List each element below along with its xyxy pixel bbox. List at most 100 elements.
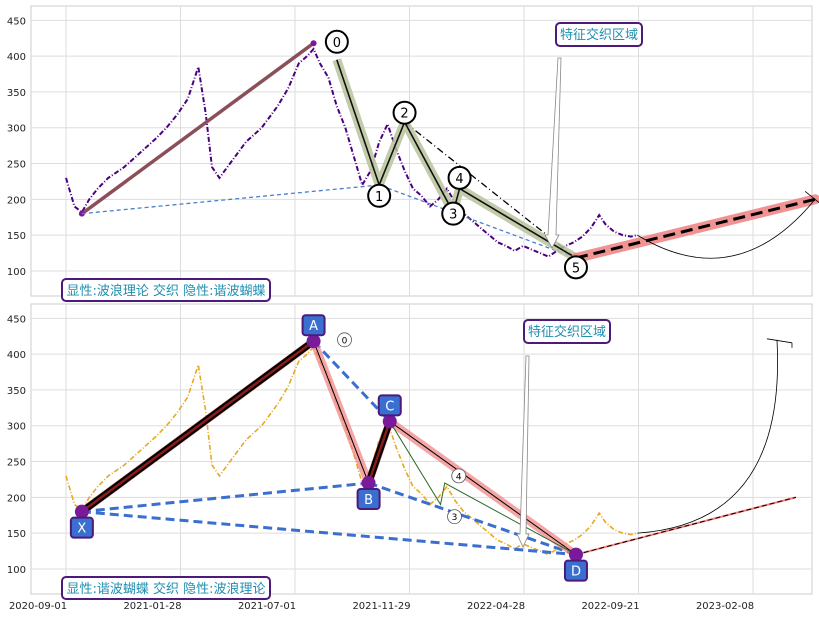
wave-label-circle [324, 29, 349, 54]
top-region-annotation: 特征交织区域 [555, 22, 643, 47]
pattern-label-box [356, 488, 381, 511]
wave-label-circle [337, 332, 352, 348]
price-series-line [65, 345, 638, 556]
wave-label-text: 4 [456, 472, 462, 482]
cd-leg [389, 421, 577, 556]
bd-dashed-line [368, 481, 577, 557]
top-note-box [61, 278, 271, 302]
y-tick-label: 150 [7, 529, 26, 540]
y-tick-label: 250 [7, 458, 26, 469]
top-chart-panel: 100 150 200 250 300 350 400 450 0 1 2 3 4 5 特征交织区域 显… [7, 5, 819, 302]
x-tick-label: 2020-09-01 [9, 601, 67, 612]
xd-dashed-line [81, 510, 577, 557]
wave-label-circle [563, 255, 588, 280]
bottom-chart-y-ticks: 100 150 200 250 300 350 400 450 [7, 314, 26, 576]
top-region-label: 特征交织区域 [560, 27, 638, 43]
wave-label-text: 4 [455, 172, 463, 187]
bottom-chart-marks: X A B C D 0 3 4 [65, 314, 797, 582]
top-note-label: 显性:波浪理论 交织 隐性:谐波蝴蝶 [66, 283, 265, 299]
region-arrow [544, 57, 562, 249]
wave-label-circle [441, 201, 466, 226]
wave-label-circle [447, 509, 462, 525]
wave-label-text: 0 [333, 36, 341, 51]
region-arrow [516, 355, 530, 548]
y-tick-label: 450 [7, 16, 26, 27]
projection-arc [637, 199, 816, 259]
bottom-region-label: 特征交织区域 [528, 324, 606, 340]
wave-line [336, 59, 577, 259]
pattern-label-text: A [309, 319, 318, 334]
bottom-note-label: 显性:谐波蝴蝶 交织 隐性:波浪理论 [66, 581, 265, 597]
pattern-point-marker [382, 414, 397, 429]
top-chart-marks: 0 1 2 3 4 5 [65, 29, 819, 280]
pattern-point-marker [74, 504, 89, 519]
bc-leg [367, 421, 391, 484]
pattern-label-text: B [364, 493, 373, 508]
y-tick-label: 250 [7, 160, 26, 171]
pattern-label-box [69, 516, 94, 539]
x-tick-label: 2023-02-08 [696, 601, 754, 612]
wave-label-text: 2 [400, 107, 408, 122]
pattern-label-text: D [571, 565, 581, 580]
price-series-line [65, 47, 638, 258]
top-chart-grid [31, 6, 812, 296]
y-tick-label: 400 [7, 52, 26, 63]
projection-line [575, 197, 816, 260]
projection-arc-cap [804, 191, 819, 203]
bottom-region-box [523, 319, 611, 344]
y-tick-label: 150 [7, 231, 26, 242]
bottom-chart-panel: 100 150 200 250 300 350 400 450 2020-09-01 2021-… [7, 303, 813, 612]
y-tick-label: 200 [7, 493, 26, 504]
wave-label-circle [447, 165, 472, 190]
inner-wave-line [389, 421, 577, 556]
bottom-region-annotation: 特征交织区域 [523, 319, 611, 344]
ab-leg [313, 341, 370, 484]
pattern-label-box [377, 394, 402, 417]
ac-dashed-line [312, 340, 391, 423]
x-tick-label: 2021-11-29 [352, 601, 410, 612]
pattern-point-marker [361, 476, 376, 491]
wave-label-text: 3 [452, 513, 458, 523]
pattern-label-text: X [77, 522, 86, 537]
y-tick-label: 100 [7, 267, 26, 278]
wave-label-circle [451, 468, 467, 484]
wave-label-text: 0 [342, 336, 348, 346]
xa-trend-line [80, 41, 315, 216]
support-dashed-line [81, 184, 577, 259]
y-tick-label: 200 [7, 195, 26, 206]
x-tick-label: 2021-07-01 [238, 601, 296, 612]
a-point-marker [310, 40, 317, 47]
wave-label-text: 1 [375, 190, 383, 205]
pattern-label-box [563, 559, 588, 582]
pattern-point-marker [306, 334, 321, 349]
y-tick-label: 350 [7, 386, 26, 397]
xb-dashed-line [81, 481, 369, 514]
wave-label-circle [392, 100, 417, 125]
wave-label-circle [367, 183, 392, 208]
top-note-annotation: 显性:波浪理论 交织 隐性:谐波蝴蝶 [61, 278, 271, 302]
xa-leg [81, 340, 315, 513]
y-tick-label: 450 [7, 314, 26, 325]
y-tick-label: 300 [7, 422, 26, 433]
bottom-chart-x-ticks: 2020-09-01 2021-01-28 2021-07-01 2021-11-29… [9, 601, 754, 612]
bottom-note-annotation: 显性:谐波蝴蝶 交织 隐性:波浪理论 [61, 576, 271, 600]
x-tick-label: 2021-01-28 [123, 601, 181, 612]
y-tick-label: 400 [7, 350, 26, 361]
top-chart-y-ticks: 100 150 200 250 300 350 400 450 [7, 16, 26, 278]
wave-label-text: 3 [449, 208, 457, 223]
wave-label-text: 5 [572, 261, 580, 276]
y-tick-label: 100 [7, 565, 26, 576]
projection-arc [637, 339, 778, 534]
top-region-box [555, 22, 643, 47]
x-tick-label: 2022-09-21 [581, 601, 639, 612]
projection-line [575, 496, 797, 556]
x-tick-label: 2022-04-28 [467, 601, 525, 612]
bottom-note-box [61, 576, 271, 600]
projection-arc-cap [766, 338, 793, 348]
y-tick-label: 350 [7, 88, 26, 99]
pattern-label-text: C [385, 399, 394, 414]
pattern-label-box [301, 314, 326, 337]
y-tick-label: 300 [7, 124, 26, 135]
pattern-point-marker [568, 547, 583, 562]
